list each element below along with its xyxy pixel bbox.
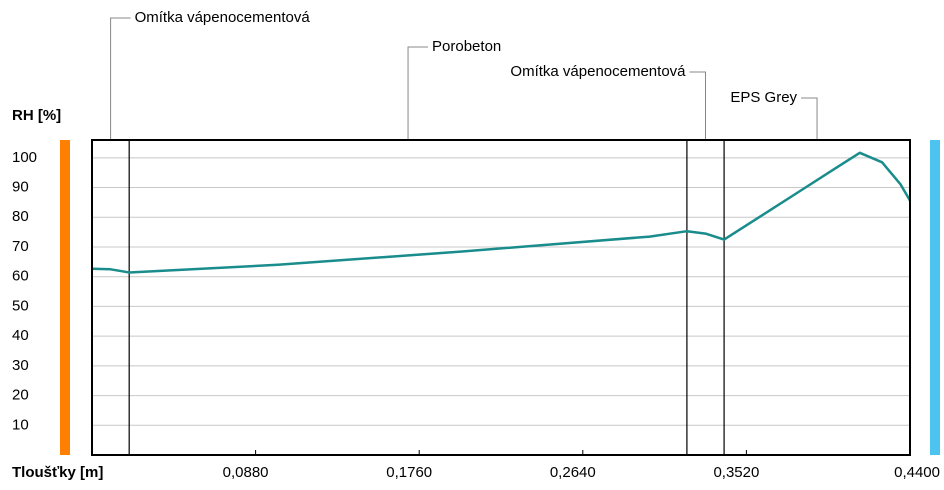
plot-border bbox=[91, 139, 911, 456]
y-tick-label: 20 bbox=[12, 387, 29, 404]
interior-bar bbox=[60, 140, 70, 455]
y-tick-label: 80 bbox=[12, 208, 29, 225]
leader-line bbox=[801, 97, 818, 140]
leader-line bbox=[407, 46, 429, 140]
layer-label: Porobeton bbox=[432, 38, 501, 55]
layer-label: EPS Grey bbox=[730, 89, 797, 106]
y-axis-label: RH [%] bbox=[12, 107, 61, 124]
x-tick-label: 0,4400 bbox=[894, 464, 940, 481]
leader-line bbox=[689, 71, 706, 140]
y-tick-label: 40 bbox=[12, 327, 29, 344]
x-tick-label: 0,0880 bbox=[223, 464, 269, 481]
y-tick-label: 10 bbox=[12, 416, 29, 433]
y-tick-label: 30 bbox=[12, 357, 29, 374]
y-tick-label: 60 bbox=[12, 268, 29, 285]
y-tick-label: 50 bbox=[12, 297, 29, 314]
y-tick-label: 90 bbox=[12, 179, 29, 196]
x-tick-label: 0,1760 bbox=[386, 464, 432, 481]
leader-line bbox=[110, 17, 131, 140]
rh-line bbox=[91, 151, 912, 274]
x-axis-label: Tloušťky [m] bbox=[12, 464, 103, 481]
x-tick-label: 0,2640 bbox=[550, 464, 596, 481]
layer-label: Omítka vápenocementová bbox=[135, 9, 311, 26]
layer-label: Omítka vápenocementová bbox=[510, 63, 686, 80]
y-tick-label: 70 bbox=[12, 238, 29, 255]
exterior-bar bbox=[930, 140, 940, 455]
x-tick-label: 0,3520 bbox=[713, 464, 759, 481]
y-tick-label: 100 bbox=[12, 149, 37, 166]
